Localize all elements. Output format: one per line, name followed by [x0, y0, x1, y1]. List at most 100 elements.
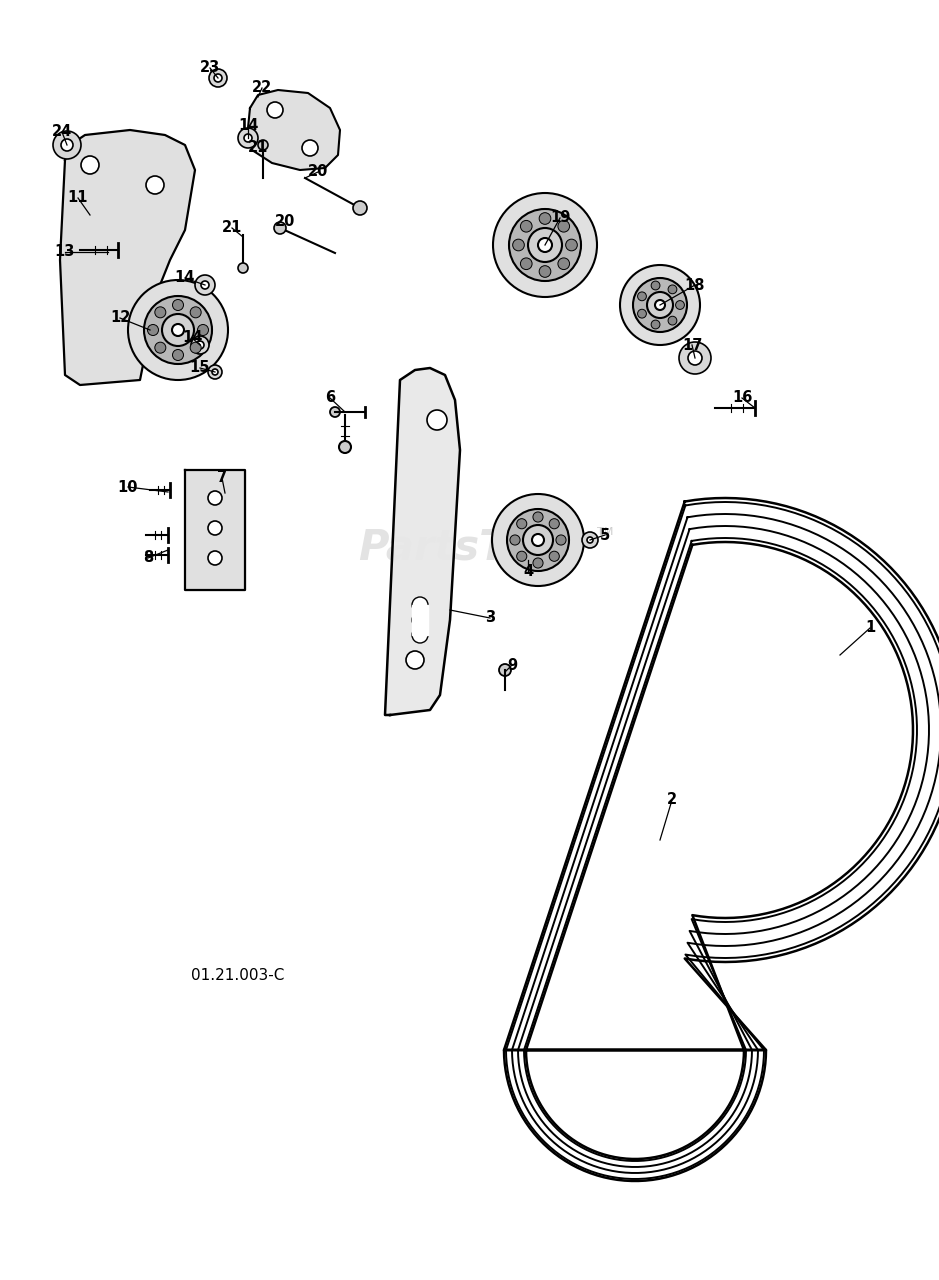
Text: 6: 6 [325, 390, 335, 406]
Circle shape [274, 221, 286, 234]
Circle shape [208, 365, 222, 379]
Text: 14: 14 [182, 330, 202, 346]
Circle shape [412, 627, 428, 643]
Text: 19: 19 [550, 210, 570, 225]
Circle shape [668, 285, 677, 294]
Circle shape [533, 558, 543, 568]
Circle shape [302, 140, 318, 156]
Circle shape [532, 534, 544, 547]
Circle shape [244, 134, 252, 142]
Circle shape [647, 292, 673, 317]
Circle shape [208, 521, 222, 535]
Text: 11: 11 [68, 191, 88, 206]
Circle shape [509, 209, 581, 282]
Circle shape [679, 342, 711, 374]
Circle shape [638, 310, 646, 317]
Circle shape [201, 282, 209, 289]
Circle shape [412, 612, 428, 628]
Text: 21: 21 [248, 141, 269, 155]
Polygon shape [385, 369, 460, 716]
Text: 23: 23 [200, 60, 220, 76]
Circle shape [339, 442, 351, 453]
Circle shape [53, 131, 81, 159]
Circle shape [492, 494, 584, 586]
Circle shape [191, 307, 201, 317]
Circle shape [212, 369, 218, 375]
Polygon shape [248, 90, 340, 170]
Circle shape [81, 156, 99, 174]
Text: 24: 24 [52, 124, 72, 140]
Text: 4: 4 [523, 564, 533, 580]
Circle shape [155, 307, 166, 317]
Circle shape [587, 538, 593, 543]
Text: 7: 7 [217, 471, 227, 485]
Circle shape [173, 300, 183, 311]
Circle shape [191, 342, 201, 353]
Text: 5: 5 [600, 527, 610, 543]
Circle shape [146, 175, 164, 195]
Circle shape [353, 201, 367, 215]
Polygon shape [60, 131, 195, 385]
Circle shape [539, 212, 551, 224]
Circle shape [238, 262, 248, 273]
Circle shape [516, 518, 527, 529]
Circle shape [675, 301, 685, 310]
Circle shape [528, 228, 562, 262]
Text: 13: 13 [54, 244, 75, 260]
Circle shape [651, 282, 660, 289]
Text: 01.21.003-C: 01.21.003-C [192, 968, 285, 983]
Text: TM: TM [597, 527, 613, 538]
Circle shape [147, 325, 159, 335]
Circle shape [633, 278, 687, 332]
Circle shape [582, 532, 598, 548]
Circle shape [558, 257, 570, 270]
Circle shape [214, 74, 222, 82]
Circle shape [427, 410, 447, 430]
Circle shape [195, 275, 215, 294]
Circle shape [558, 220, 570, 232]
Text: 17: 17 [682, 338, 702, 352]
Text: 21: 21 [222, 220, 242, 236]
Circle shape [197, 325, 208, 335]
Text: PartsTre: PartsTre [358, 527, 552, 570]
Text: 15: 15 [190, 361, 210, 375]
Circle shape [516, 552, 527, 562]
Text: 18: 18 [685, 278, 705, 293]
Circle shape [549, 552, 560, 562]
Polygon shape [412, 605, 428, 635]
Text: 2: 2 [667, 792, 677, 808]
Text: 20: 20 [308, 165, 329, 179]
Text: 20: 20 [275, 215, 295, 229]
Circle shape [655, 300, 665, 310]
Text: 14: 14 [238, 118, 258, 133]
Circle shape [155, 342, 166, 353]
Circle shape [688, 351, 702, 365]
Circle shape [523, 525, 553, 556]
Circle shape [539, 266, 551, 278]
Circle shape [128, 280, 228, 380]
Circle shape [549, 518, 560, 529]
Circle shape [651, 320, 660, 329]
Circle shape [172, 324, 184, 335]
Circle shape [510, 535, 520, 545]
Text: 12: 12 [110, 311, 131, 325]
Text: 9: 9 [507, 658, 517, 672]
Circle shape [209, 69, 227, 87]
Circle shape [173, 349, 183, 361]
Circle shape [144, 296, 212, 364]
Text: 10: 10 [117, 480, 138, 494]
Circle shape [499, 664, 511, 676]
Text: 8: 8 [143, 550, 153, 566]
Text: 22: 22 [252, 81, 272, 96]
Circle shape [668, 316, 677, 325]
Circle shape [258, 140, 268, 150]
Circle shape [493, 193, 597, 297]
Circle shape [191, 335, 209, 355]
Text: 1: 1 [865, 621, 875, 635]
Circle shape [565, 239, 577, 251]
Circle shape [520, 220, 532, 232]
Polygon shape [185, 470, 245, 590]
Text: 3: 3 [485, 611, 495, 626]
Text: 16: 16 [731, 390, 752, 406]
Circle shape [533, 512, 543, 522]
